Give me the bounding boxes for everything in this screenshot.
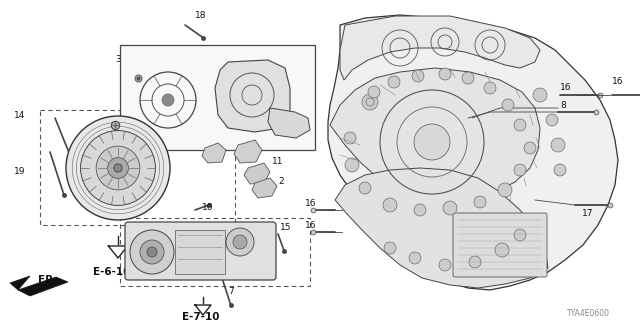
Circle shape	[414, 204, 426, 216]
Circle shape	[388, 76, 400, 88]
Circle shape	[514, 164, 526, 176]
Circle shape	[414, 124, 450, 160]
Polygon shape	[10, 276, 30, 290]
Circle shape	[409, 252, 421, 264]
Circle shape	[226, 228, 254, 256]
Text: 15: 15	[280, 223, 291, 233]
Circle shape	[439, 68, 451, 80]
Bar	[175, 230, 225, 274]
Text: 16: 16	[305, 199, 316, 209]
Circle shape	[495, 243, 509, 257]
Circle shape	[359, 182, 371, 194]
Circle shape	[443, 201, 457, 215]
Circle shape	[384, 242, 396, 254]
Circle shape	[533, 88, 547, 102]
Circle shape	[469, 256, 481, 268]
Text: 10: 10	[202, 204, 214, 212]
Circle shape	[344, 132, 356, 144]
Text: 18: 18	[195, 11, 207, 20]
Polygon shape	[244, 163, 270, 184]
Circle shape	[140, 240, 164, 264]
Text: 13: 13	[195, 142, 207, 151]
Circle shape	[162, 94, 174, 106]
Circle shape	[514, 119, 526, 131]
Circle shape	[502, 99, 514, 111]
Circle shape	[362, 94, 378, 110]
Circle shape	[147, 247, 157, 257]
Circle shape	[108, 157, 129, 179]
FancyBboxPatch shape	[125, 222, 276, 280]
Polygon shape	[195, 305, 211, 315]
Text: E-6-10: E-6-10	[93, 267, 131, 277]
Polygon shape	[328, 15, 618, 290]
Text: 17: 17	[582, 210, 593, 219]
Polygon shape	[108, 246, 127, 258]
Text: TYA4E0600: TYA4E0600	[567, 308, 610, 317]
Polygon shape	[202, 143, 226, 163]
Circle shape	[524, 142, 536, 154]
Text: 5: 5	[150, 95, 156, 105]
Polygon shape	[215, 60, 290, 132]
Text: 16: 16	[560, 84, 572, 92]
Text: 19: 19	[14, 167, 26, 177]
Text: 3: 3	[115, 55, 121, 65]
FancyBboxPatch shape	[453, 213, 547, 277]
Circle shape	[66, 116, 170, 220]
Polygon shape	[18, 277, 68, 296]
Text: 2: 2	[278, 178, 284, 187]
Text: 16: 16	[612, 77, 623, 86]
Circle shape	[383, 198, 397, 212]
Text: 11: 11	[272, 157, 284, 166]
Circle shape	[233, 235, 247, 249]
Circle shape	[368, 86, 380, 98]
Circle shape	[554, 164, 566, 176]
Circle shape	[412, 70, 424, 82]
Circle shape	[484, 82, 496, 94]
Circle shape	[81, 131, 156, 205]
Polygon shape	[234, 140, 262, 163]
Text: 9: 9	[122, 116, 128, 124]
Text: 1: 1	[263, 138, 269, 147]
Circle shape	[366, 98, 374, 106]
Circle shape	[474, 196, 486, 208]
Circle shape	[551, 138, 565, 152]
Bar	[120, 45, 315, 150]
Circle shape	[546, 114, 558, 126]
Circle shape	[130, 230, 174, 274]
Polygon shape	[252, 178, 277, 198]
Circle shape	[514, 229, 526, 241]
Circle shape	[498, 183, 512, 197]
Circle shape	[439, 259, 451, 271]
Text: 8: 8	[560, 101, 566, 110]
Bar	[40, 110, 235, 225]
Text: 6: 6	[127, 78, 132, 87]
Polygon shape	[268, 108, 310, 138]
Text: E-7-10: E-7-10	[182, 312, 220, 320]
Text: 12: 12	[256, 116, 268, 124]
Circle shape	[462, 72, 474, 84]
Circle shape	[345, 158, 359, 172]
Text: 16: 16	[305, 221, 316, 230]
Text: FR.: FR.	[38, 275, 58, 285]
Polygon shape	[340, 16, 540, 80]
Text: 7: 7	[228, 287, 234, 297]
Circle shape	[114, 164, 122, 172]
Polygon shape	[330, 68, 540, 200]
Text: 14: 14	[14, 111, 26, 121]
Bar	[120, 218, 310, 286]
Text: 4: 4	[298, 77, 303, 86]
Circle shape	[96, 146, 140, 190]
Polygon shape	[335, 168, 548, 288]
